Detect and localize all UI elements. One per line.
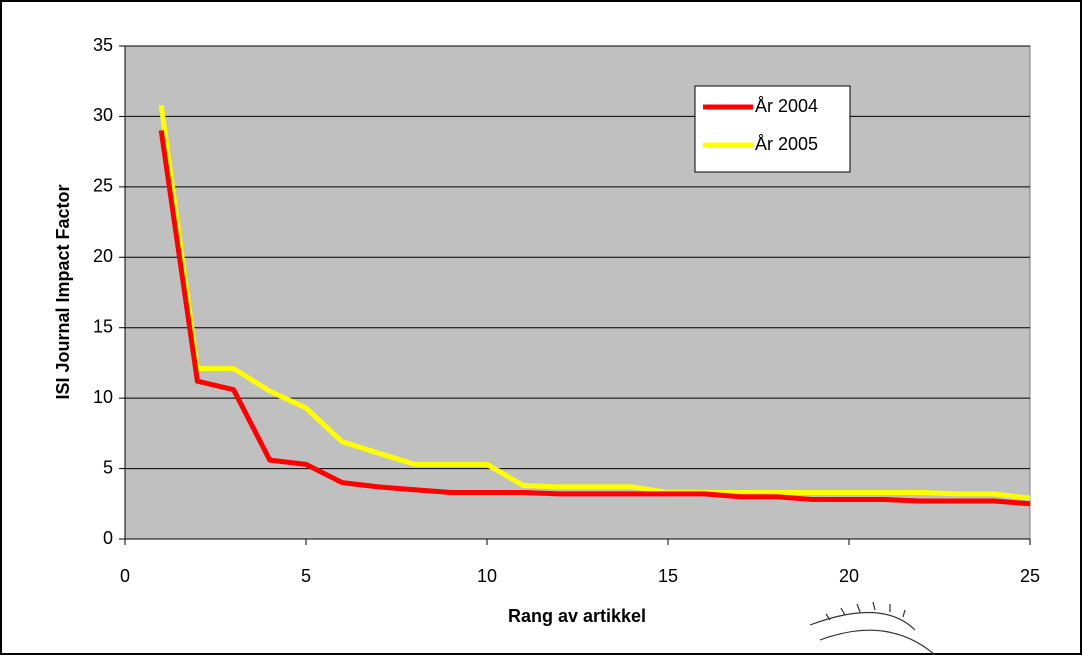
y-tick-label: 5 [103, 457, 113, 477]
x-tick-label: 0 [120, 566, 130, 586]
legend-label: År 2004 [755, 96, 818, 116]
y-tick-label: 20 [93, 246, 113, 266]
x-tick-label: 10 [477, 566, 497, 586]
chart: Rang av artikkel ISI Journal Impact Fact… [0, 0, 1082, 655]
x-axis-title: Rang av artikkel [508, 606, 646, 626]
x-tick-label: 20 [839, 566, 859, 586]
x-tick-label: 5 [301, 566, 311, 586]
y-tick-label: 0 [103, 528, 113, 548]
y-tick-label: 30 [93, 105, 113, 125]
x-tick-label: 25 [1020, 566, 1040, 586]
y-tick-label: 10 [93, 387, 113, 407]
y-axis-title: ISI Journal Impact Factor [53, 184, 73, 399]
legend-label: År 2005 [755, 134, 818, 154]
y-tick-label: 35 [93, 35, 113, 55]
y-tick-label: 15 [93, 316, 113, 336]
y-tick-label: 25 [93, 176, 113, 196]
plot-area [125, 46, 1030, 539]
x-tick-label: 15 [658, 566, 678, 586]
